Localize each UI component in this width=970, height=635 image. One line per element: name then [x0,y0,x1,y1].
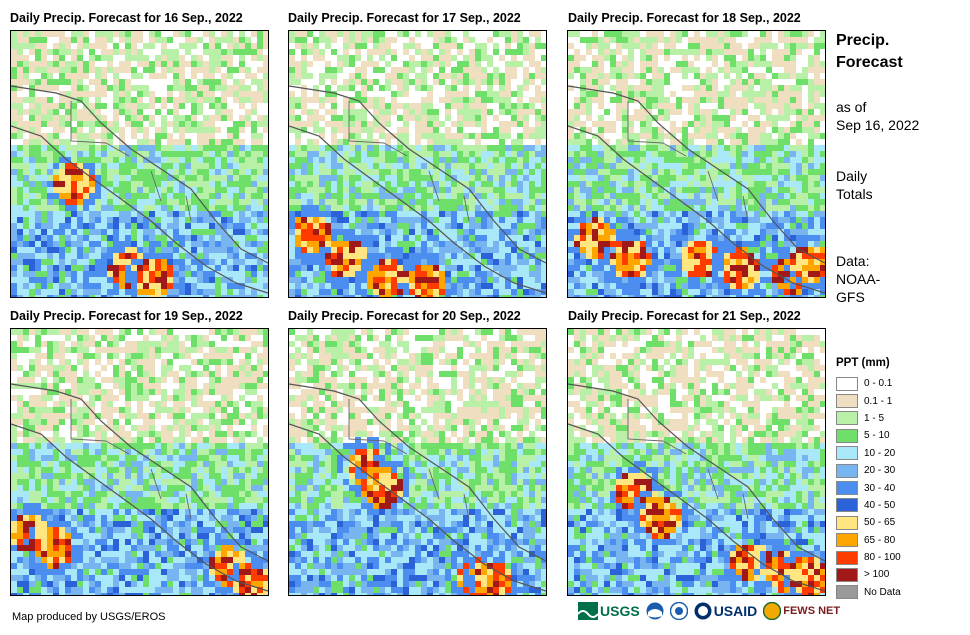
legend-label: 0.1 - 1 [864,395,893,407]
panel-title-2: Daily Precip. Forecast for 17 Sep., 2022 [288,11,521,25]
data-line1: Data: [836,253,870,269]
precip-grid-4 [11,329,268,595]
legend: 0 - 0.1 0.1 - 1 1 - 5 5 - 10 10 - 20 20 … [836,375,901,601]
legend-swatch [836,394,858,409]
legend-item: 1 - 5 [836,410,901,427]
panel-title-5: Daily Precip. Forecast for 20 Sep., 2022 [288,309,521,323]
map-panel-3 [567,30,826,298]
legend-label: No Data [864,586,901,598]
nws-icon [669,602,688,620]
map-panel-6 [567,328,826,596]
legend-item: 50 - 65 [836,514,901,531]
map-credit: Map produced by USGS/EROS [12,611,166,623]
precip-grid-3 [568,31,825,297]
legend-label: 80 - 100 [864,552,901,564]
legend-swatch [836,411,858,426]
panel-title-1: Daily Precip. Forecast for 16 Sep., 2022 [10,11,243,25]
usgs-wave-icon [578,602,598,620]
legend-item: 80 - 100 [836,549,901,566]
legend-item: 10 - 20 [836,445,901,462]
nws-logo [669,602,688,620]
legend-item: No Data [836,584,901,601]
noaa-logo [646,602,664,620]
legend-label: 40 - 50 [864,499,896,511]
legend-title: PPT (mm) [836,357,890,369]
legend-item: 0 - 0.1 [836,375,901,392]
fewsnet-logo-text: FEWS NET [783,605,841,617]
legend-label: 65 - 80 [864,534,896,546]
legend-swatch [836,481,858,496]
usaid-seal-icon [694,602,712,620]
precip-grid-6 [568,329,825,595]
data-line2: NOAA- [836,271,881,287]
legend-item: 5 - 10 [836,427,901,444]
usaid-logo-text: USAID [713,603,758,619]
usaid-logo: USAID [694,602,758,620]
legend-label: 20 - 30 [864,465,896,477]
legend-swatch [836,428,858,443]
legend-label: 0 - 0.1 [864,378,893,390]
precip-grid-1 [11,31,268,297]
map-panel-4 [10,328,269,596]
fewsnet-logo: FEWS NET [763,602,840,620]
legend-label: 5 - 10 [864,430,890,442]
precip-grid-2 [289,31,546,297]
legend-item: 30 - 40 [836,479,901,496]
legend-swatch [836,567,858,582]
legend-swatch [836,498,858,513]
usgs-logo-text: USGS [600,603,640,619]
totals-line1: Daily [836,168,868,184]
legend-item: > 100 [836,566,901,583]
legend-label: 10 - 20 [864,447,896,459]
asof-date: Sep 16, 2022 [836,117,920,133]
legend-swatch [836,376,858,391]
legend-swatch [836,533,858,548]
legend-label: 50 - 65 [864,517,896,529]
map-panel-1 [10,30,269,298]
legend-label: 1 - 5 [864,412,885,424]
legend-label: > 100 [864,569,890,581]
legend-item: 20 - 30 [836,462,901,479]
data-line3: GFS [836,289,865,305]
legend-item: 0.1 - 1 [836,392,901,409]
precip-grid-5 [289,329,546,595]
legend-item: 65 - 80 [836,532,901,549]
map-panel-2 [288,30,547,298]
usgs-logo: USGS [578,602,640,620]
panel-title-4: Daily Precip. Forecast for 19 Sep., 2022 [10,309,243,323]
fewsnet-globe-icon [763,602,782,620]
side-title: Precip. Forecast [836,32,903,71]
legend-swatch [836,463,858,478]
totals-line2: Totals [836,186,873,202]
legend-swatch [836,585,858,600]
noaa-icon [646,602,664,620]
legend-label: 30 - 40 [864,482,896,494]
legend-item: 40 - 50 [836,497,901,514]
legend-swatch [836,515,858,530]
legend-swatch [836,446,858,461]
map-panel-5 [288,328,547,596]
asof-label: as of [836,99,867,115]
panel-title-6: Daily Precip. Forecast for 21 Sep., 2022 [568,309,801,323]
legend-swatch [836,550,858,565]
logo-strip: USGS USAID FEWS NET [578,602,846,620]
panel-title-3: Daily Precip. Forecast for 18 Sep., 2022 [568,11,801,25]
